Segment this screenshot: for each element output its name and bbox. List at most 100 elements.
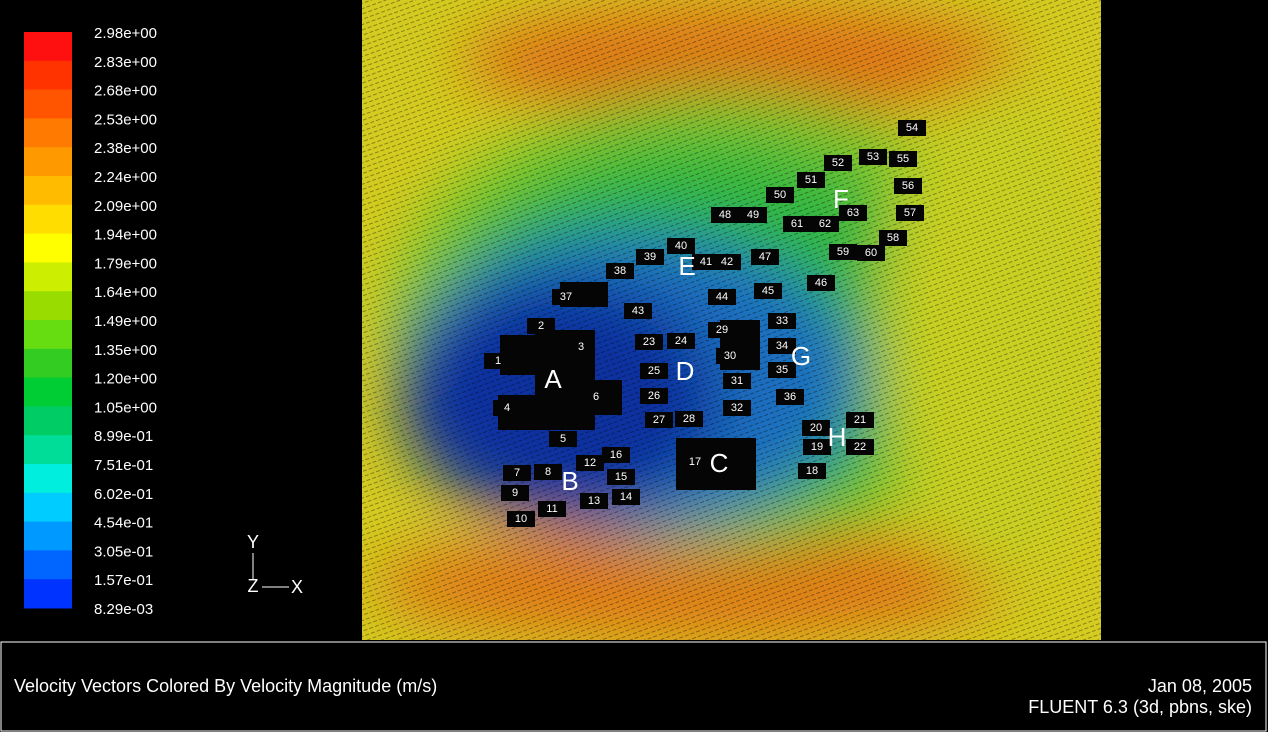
legend-swatch [24, 89, 72, 119]
building [879, 230, 907, 246]
building [803, 439, 831, 455]
building-label: 32 [731, 402, 743, 414]
building [708, 289, 736, 305]
building-label: 18 [806, 465, 818, 477]
legend-swatch [24, 147, 72, 177]
building-label: 40 [675, 240, 687, 252]
building [723, 373, 751, 389]
building [538, 501, 566, 517]
zone-label: C [710, 448, 729, 478]
building [783, 216, 811, 232]
building-label: 23 [643, 336, 655, 348]
building [839, 205, 867, 221]
building [739, 207, 767, 223]
legend-swatch [24, 464, 72, 494]
legend-swatch [24, 579, 72, 609]
building-label: 8 [545, 466, 551, 478]
building-label: 43 [632, 305, 644, 317]
legend-label: 1.64e+00 [94, 284, 157, 301]
legend-swatch [24, 521, 72, 551]
building [640, 388, 668, 404]
legend-label: 4.54e-01 [94, 515, 153, 532]
axis-label: Z [248, 576, 259, 596]
building [768, 313, 796, 329]
building-label: 9 [512, 487, 518, 499]
footer-date: Jan 08, 2005 [1148, 676, 1252, 696]
zone-label: F [833, 184, 849, 214]
building [675, 411, 703, 427]
building-label: 63 [847, 207, 859, 219]
legend-label: 2.38e+00 [94, 140, 157, 157]
building-label: 14 [620, 491, 632, 503]
legend-swatch [24, 233, 72, 263]
building-label: 47 [759, 251, 771, 263]
legend-swatch [24, 348, 72, 379]
building [802, 420, 830, 436]
building-label: 62 [819, 218, 831, 230]
building [768, 338, 796, 354]
building [552, 289, 580, 305]
zone-label: A [544, 364, 562, 394]
legend-swatch [24, 550, 72, 580]
legend-swatch [24, 176, 72, 206]
building [708, 322, 736, 338]
building-label: 59 [837, 246, 849, 258]
zone-label: E [678, 251, 695, 281]
building-label: 30 [724, 350, 736, 362]
building [640, 363, 668, 379]
building-label: 4 [504, 402, 510, 414]
building-label: 5 [560, 433, 566, 445]
legend-label: 1.79e+00 [94, 255, 157, 272]
zone-label: D [676, 356, 695, 386]
building [624, 303, 652, 319]
zone-label: G [791, 341, 811, 371]
footer-solver: FLUENT 6.3 (3d, pbns, ske) [1028, 697, 1252, 717]
building-label: 12 [584, 457, 596, 469]
building [711, 207, 739, 223]
building [549, 431, 577, 447]
building [667, 238, 695, 254]
legend-label: 2.24e+00 [94, 169, 157, 186]
legend-label: 1.05e+00 [94, 399, 157, 416]
building-label: 57 [904, 207, 916, 219]
building [716, 348, 744, 364]
building [501, 485, 529, 501]
building-label: 29 [716, 324, 728, 336]
building [580, 493, 608, 509]
building [484, 353, 512, 369]
legend-swatch [24, 492, 72, 523]
building [635, 334, 663, 350]
building-label: 16 [610, 449, 622, 461]
legend-swatch [24, 406, 72, 436]
legend-swatch [24, 262, 72, 292]
building-label: 41 [700, 256, 712, 268]
building-label: 61 [791, 218, 803, 230]
legend-swatch [24, 320, 72, 350]
building [493, 400, 521, 416]
building [768, 362, 796, 378]
building-label: 11 [546, 503, 557, 515]
building-label: 50 [774, 189, 786, 201]
building [636, 249, 664, 265]
zone-label: H [828, 422, 847, 452]
legend-label: 7.51e-01 [94, 457, 153, 474]
building-label: 49 [747, 209, 759, 221]
building-label: 17 [689, 456, 701, 468]
legend-label: 2.53e+00 [94, 111, 157, 128]
building-label: 2 [538, 320, 544, 332]
building [807, 275, 835, 291]
building-label: 36 [784, 391, 796, 403]
axis-label: X [291, 577, 303, 597]
building-label: 28 [683, 413, 695, 425]
legend-label: 1.94e+00 [94, 227, 157, 244]
building-label: 39 [644, 251, 656, 263]
building-label: 48 [719, 209, 731, 221]
building [602, 447, 630, 463]
legend-swatch [24, 204, 72, 235]
building [713, 254, 741, 270]
legend-swatch [24, 60, 72, 91]
building-label: 46 [815, 277, 827, 289]
building [896, 205, 924, 221]
building-label: 37 [560, 291, 572, 303]
